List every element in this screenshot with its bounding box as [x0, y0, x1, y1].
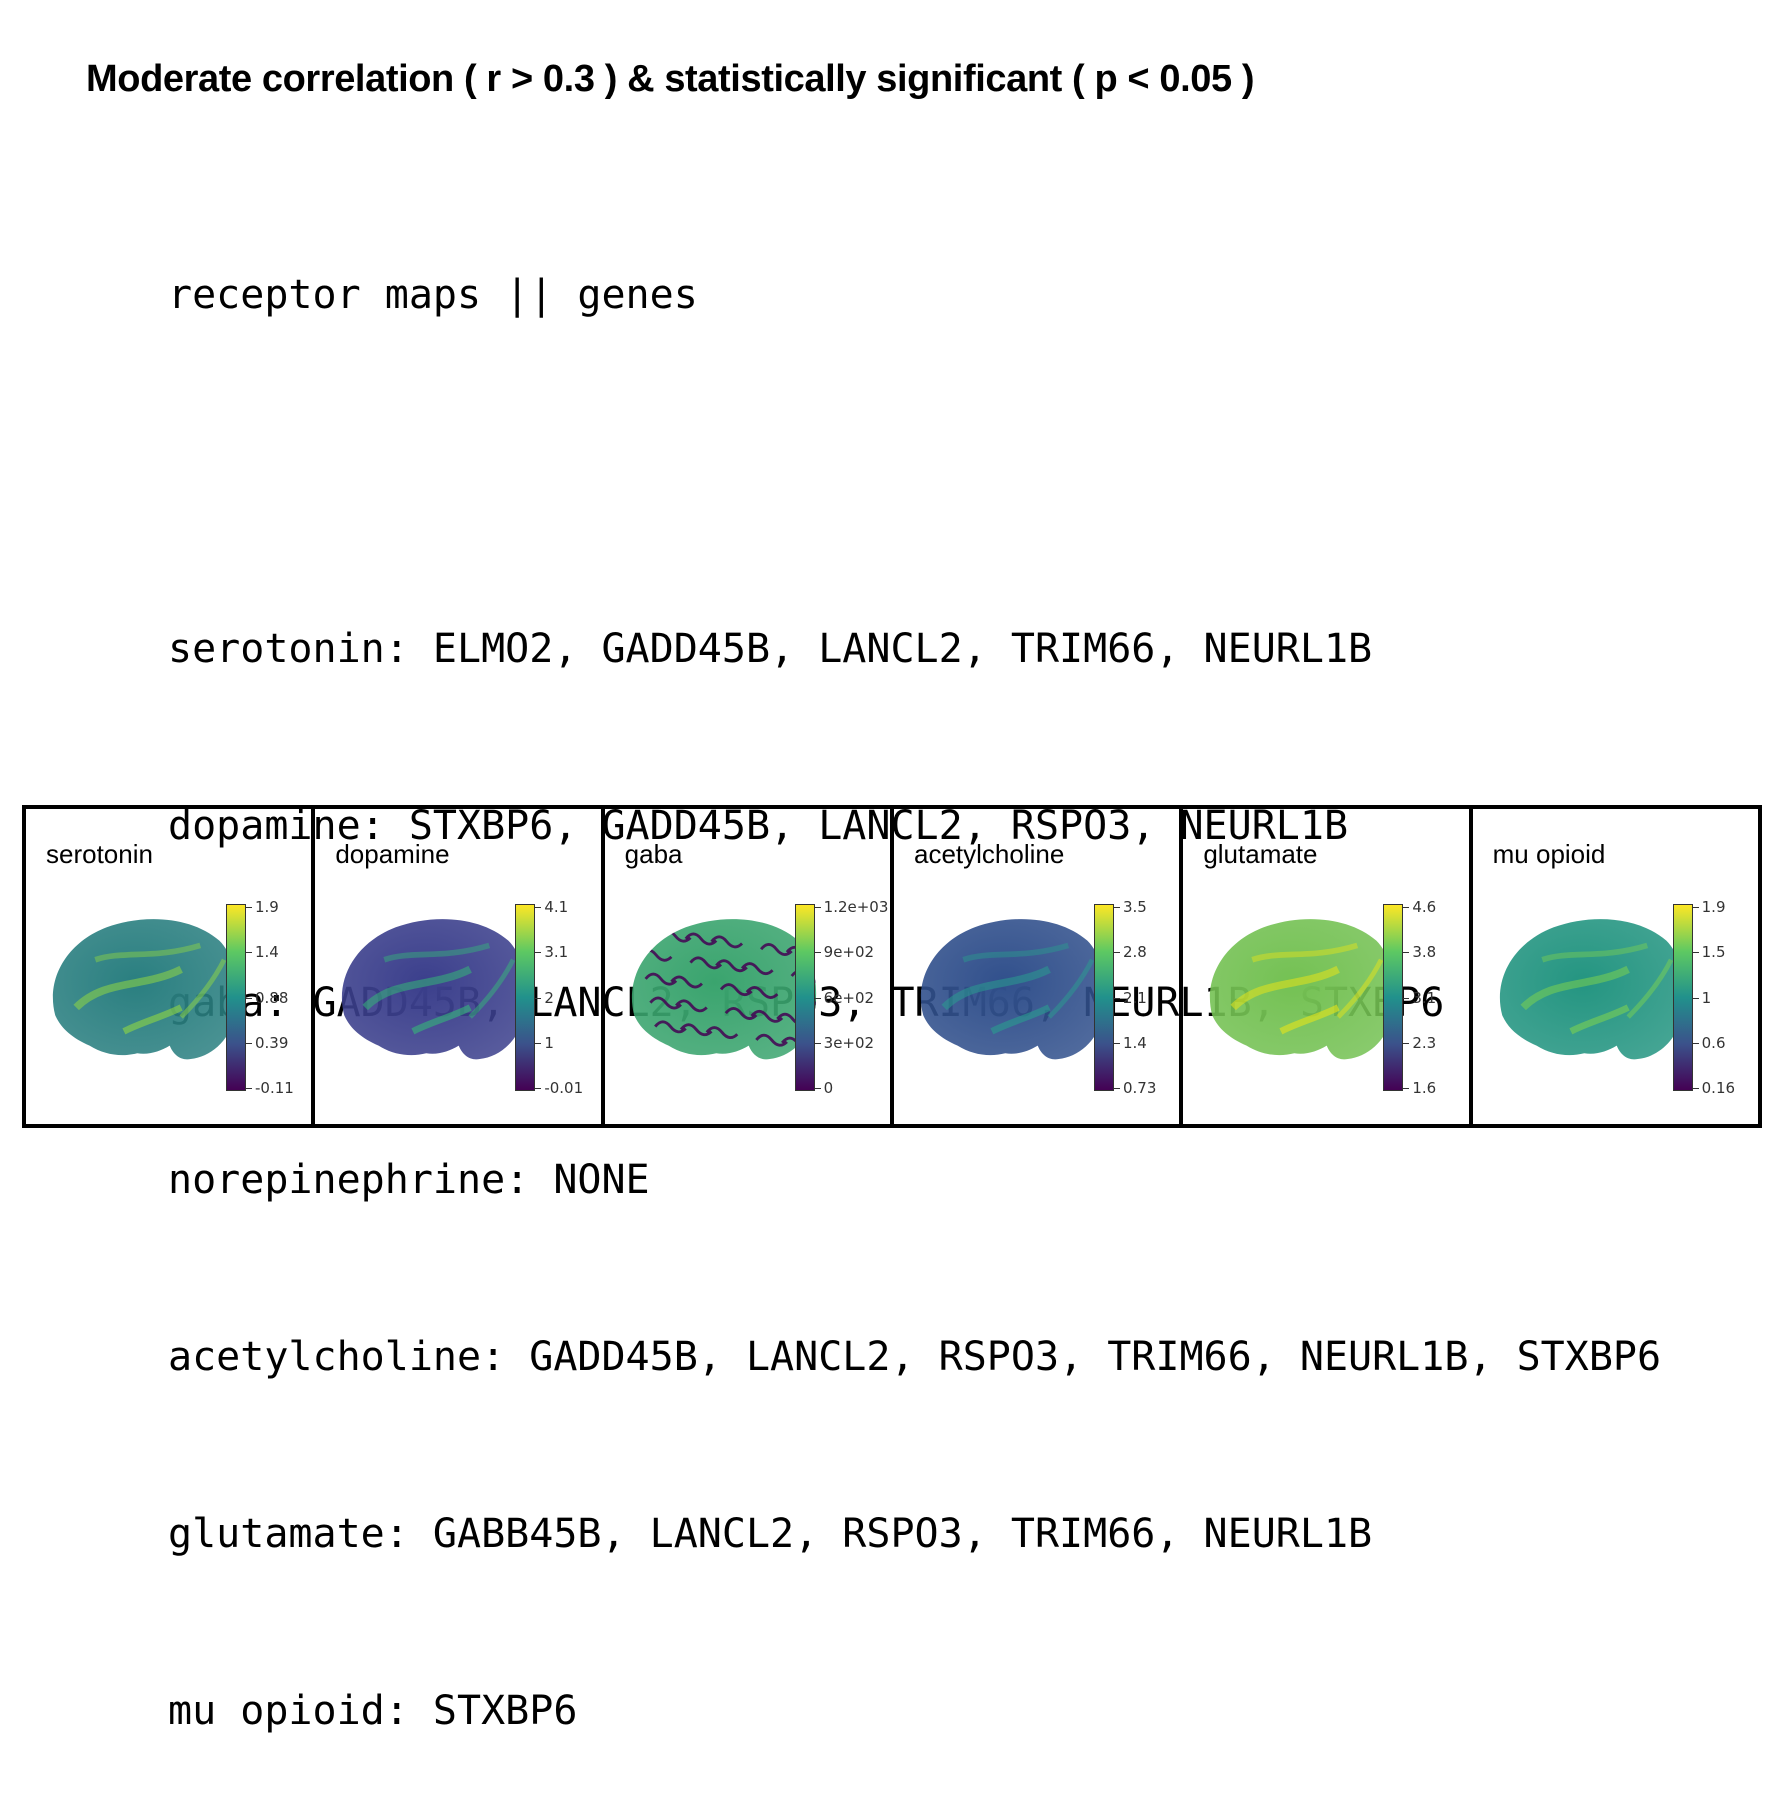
colorbar-tick	[1113, 1088, 1120, 1089]
colorbar-tick	[814, 1088, 821, 1089]
code-line-norepinephrine: norepinephrine: NONE	[168, 1157, 650, 1203]
colorbar-tick-label: 1.9	[1701, 898, 1726, 916]
colorbar-tick-label: 1.2e+03	[823, 898, 889, 916]
panel-title: dopamine	[335, 839, 450, 869]
colorbar-tick-label: 0.73	[1122, 1079, 1157, 1097]
colorbar-tick	[1692, 952, 1699, 954]
panel-title: glutamate	[1203, 839, 1318, 869]
cortex-shape	[631, 919, 816, 1060]
colorbar: 4.1 3.1 2 1 -0.01	[515, 898, 583, 1097]
colorbar-tick	[1403, 1088, 1410, 1089]
brain-surface-map	[1210, 919, 1395, 1060]
colorbar: 1.2e+03 9e+02 6e+02 3e+02 0	[794, 898, 888, 1097]
cortex-shape	[1499, 919, 1684, 1060]
colorbar-tick	[246, 997, 252, 999]
colorbar-tick-label: 2	[544, 988, 554, 1007]
colorbar-tick	[246, 1088, 252, 1089]
brain-surface-map	[52, 919, 238, 1060]
brain-panel: mu opioid 1.9 1.5 1 0.6 0.16	[1473, 809, 1758, 1124]
colorbar-tick	[1692, 997, 1699, 999]
colorbar-tick-label: -0.01	[544, 1079, 584, 1097]
panel-title: mu opioid	[1492, 839, 1606, 869]
colorbar-tick-label: 2.1	[1122, 988, 1147, 1007]
colorbar-tick	[246, 1042, 252, 1044]
colorbar-tick-label: 1	[1701, 988, 1712, 1007]
code-header: receptor maps || genes	[168, 272, 698, 318]
cortex-shape	[1210, 919, 1395, 1060]
colorbar-tick-label: 4.6	[1412, 898, 1437, 916]
colorbar-tick	[1403, 907, 1410, 908]
blank-line	[168, 443, 1661, 502]
panel-title: gaba	[624, 839, 683, 869]
colorbar-tick	[535, 1042, 542, 1044]
colorbar: 4.6 3.8 3.1 2.3 1.6	[1383, 898, 1436, 1097]
brain-surface-map	[1499, 919, 1684, 1060]
colorbar-tick-label: -0.11	[255, 1079, 294, 1097]
colorbar-tick-label: 0.88	[255, 988, 289, 1007]
brain-panel: glutamate 4.6 3.8 3.1 2.3 1.6	[1183, 809, 1473, 1124]
colorbar-tick-label: 1.4	[1122, 1033, 1147, 1052]
brain-surface-map	[342, 919, 527, 1060]
colorbar-tick-label: 6e+02	[823, 988, 875, 1007]
code-line-glutamate: glutamate: GABB45B, LANCL2, RSPO3, TRIM6…	[168, 1511, 1373, 1557]
colorbar-tick	[814, 997, 821, 999]
colorbar-tick	[246, 907, 252, 908]
colorbar-tick	[535, 1088, 542, 1089]
colorbar-tick	[814, 1042, 821, 1044]
colorbar-tick-label: 0.39	[255, 1033, 289, 1052]
colorbar-tick	[246, 952, 252, 954]
code-line-dopamine: dopamine: STXBP6, GADD45B, LANCL2, RSPO3…	[168, 803, 1349, 849]
cortex-shape	[52, 919, 238, 1060]
colorbar-tick-label: 1.5	[1701, 943, 1726, 962]
code-line-acetylcholine: acetylcholine: GADD45B, LANCL2, RSPO3, T…	[168, 1334, 1662, 1380]
colorbar-tick	[1113, 997, 1120, 999]
colorbar-tick-label: 1.9	[255, 898, 279, 916]
brain-panel: serotonin 1.9 1.4 0.88 0.39 -0.11	[26, 809, 316, 1124]
brain-panel: acetylcholine 3.5 2.8 2.1 1.4 0.73	[894, 809, 1184, 1124]
colorbar-tick-label: 0.16	[1701, 1079, 1736, 1097]
colorbar-tick	[535, 907, 542, 908]
panel-title: serotonin	[46, 839, 153, 869]
figure-heading: Moderate correlation ( r > 0.3 ) & stati…	[86, 58, 1255, 100]
brain-panel: dopamine 4.1 3.1 2 1 -0.01	[315, 809, 605, 1124]
colorbar-tick	[1113, 952, 1120, 954]
colorbar-tick	[1692, 907, 1699, 908]
colorbar-tick	[535, 952, 542, 954]
code-line-mu-opioid: mu opioid: STXBP6	[168, 1688, 578, 1734]
colorbar-tick-label: 1.6	[1412, 1079, 1437, 1097]
colorbar-tick-label: 0.6	[1701, 1033, 1726, 1052]
colorbar-tick-label: 2.8	[1122, 943, 1147, 962]
colorbar-tick	[1403, 1042, 1410, 1044]
colorbar-tick	[1113, 1042, 1120, 1044]
colorbar: 3.5 2.8 2.1 1.4 0.73	[1093, 898, 1156, 1097]
colorbar-tick-label: 1.4	[255, 943, 279, 962]
colorbar-tick	[1403, 997, 1410, 999]
colorbar-tick-label: 3e+02	[823, 1033, 875, 1052]
colorbar-tick	[1692, 1042, 1699, 1044]
colorbar-tick	[814, 952, 821, 954]
colorbar-tick	[1113, 907, 1120, 908]
colorbar-tick-label: 0	[823, 1079, 834, 1097]
cortex-shape	[342, 919, 527, 1060]
colorbar-tick-label: 4.1	[544, 898, 569, 916]
brain-panel: gaba 1.2e+03 9e+02 6e+02 3e+02 0	[605, 809, 894, 1124]
colorbar: 1.9 1.5 1 0.6 0.16	[1672, 898, 1735, 1097]
colorbar: 1.9 1.4 0.88 0.39 -0.11	[226, 898, 294, 1097]
colorbar-tick	[814, 907, 821, 908]
brain-surface-map	[920, 919, 1106, 1060]
panel-title: acetylcholine	[913, 839, 1065, 869]
colorbar-tick-label: 1	[544, 1033, 554, 1052]
colorbar-tick-label: 2.3	[1412, 1033, 1437, 1052]
colorbar-tick-label: 9e+02	[823, 943, 875, 962]
code-line-serotonin: serotonin: ELMO2, GADD45B, LANCL2, TRIM6…	[168, 626, 1373, 672]
colorbar-tick-label: 3.8	[1412, 943, 1437, 962]
cortex-shape	[920, 919, 1106, 1060]
colorbar-tick-label: 3.5	[1122, 898, 1147, 916]
colorbar-tick	[535, 997, 542, 999]
colorbar-tick	[1403, 952, 1410, 954]
colorbar-tick	[1692, 1088, 1699, 1089]
brain-map-strip: serotonin 1.9 1.4 0.88 0.39 -0.11 dopamine 4.1 3…	[22, 805, 1762, 1128]
colorbar-tick-label: 3.1	[544, 943, 569, 962]
colorbar-tick-label: 3.1	[1412, 988, 1437, 1007]
